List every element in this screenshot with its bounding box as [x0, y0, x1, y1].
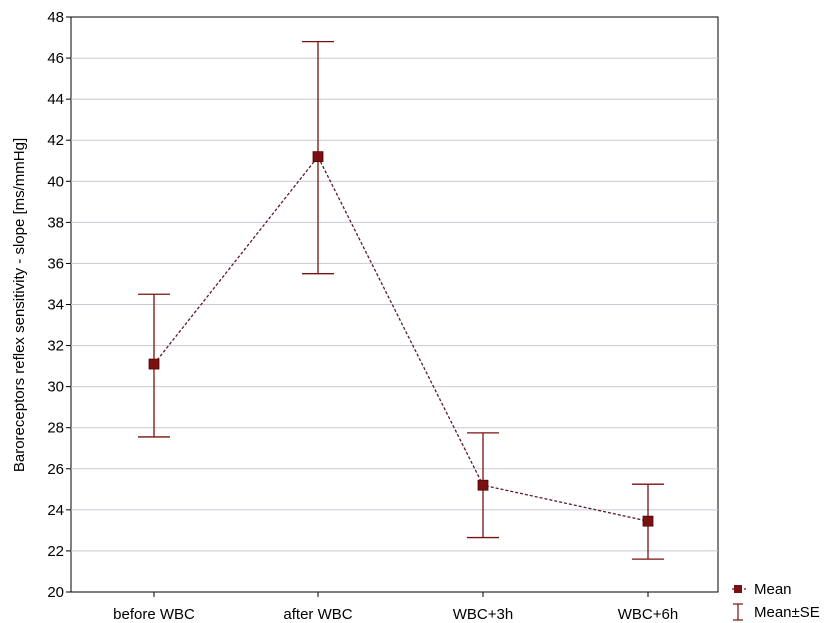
y-tick-label: 20 [47, 584, 64, 601]
grid [71, 57, 718, 552]
x-tick-label: after WBC [283, 606, 352, 623]
legend-mean-marker [734, 585, 742, 593]
mean-marker [148, 358, 160, 370]
y-tick-label: 32 [47, 338, 64, 355]
y-tick-label: 44 [47, 91, 64, 108]
y-tick-label: 38 [47, 214, 64, 231]
y-tick-label: 22 [47, 543, 64, 560]
series-markers [148, 151, 654, 527]
legend-se-label: Mean±SE [754, 604, 820, 621]
mean-marker [642, 515, 654, 527]
x-tick-label: WBC+3h [453, 606, 513, 623]
y-tick-label: 24 [47, 502, 64, 519]
y-axis-ticks: 20 22 24 26 28 30 32 34 36 38 40 42 44 46 48 [47, 9, 71, 601]
series-line [153, 155, 649, 522]
mean-marker [477, 479, 489, 491]
y-tick-label: 36 [47, 255, 64, 272]
y-tick-label: 28 [47, 420, 64, 437]
y-tick-label: 40 [47, 173, 64, 190]
x-axis-ticks: before WBC after WBC WBC+3h WBC+6h [113, 592, 678, 623]
legend: Mean Mean±SE [732, 581, 820, 621]
y-tick-label: 34 [47, 297, 64, 314]
x-tick-label: before WBC [113, 606, 195, 623]
y-tick-label: 46 [47, 50, 64, 67]
y-axis-title: Baroreceptors reflex sensitivity - slope… [11, 138, 28, 472]
y-tick-label: 42 [47, 132, 64, 149]
y-tick-label: 48 [47, 9, 64, 26]
mean-marker [312, 151, 324, 163]
y-tick-label: 30 [47, 379, 64, 396]
mean-line [153, 155, 649, 522]
y-tick-label: 26 [47, 461, 64, 478]
legend-mean-label: Mean [754, 581, 792, 598]
x-tick-label: WBC+6h [618, 606, 678, 623]
